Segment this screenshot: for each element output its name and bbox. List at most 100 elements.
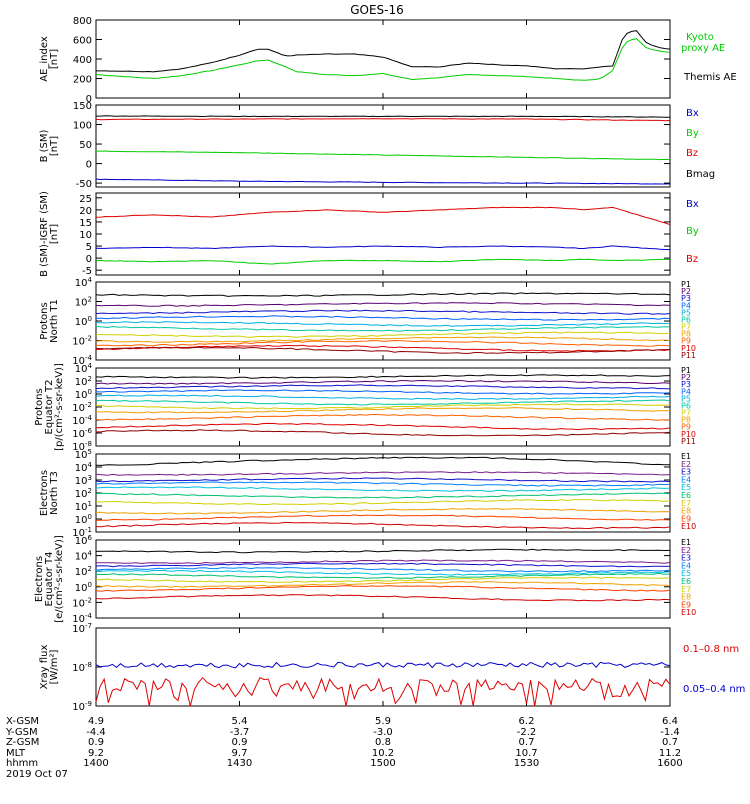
- y-tick-label: 50: [79, 140, 92, 151]
- y-axis-label: [p/(cm²-s-sr-keV)]: [54, 363, 65, 451]
- ephemeris-value: 0.8: [375, 737, 391, 748]
- legend-label-e6: E6: [681, 577, 691, 586]
- series-line-e9: [95, 585, 671, 592]
- ephemeris-label-4: hhmm: [6, 758, 38, 769]
- y-tick-label: 102: [75, 565, 92, 578]
- ephemeris-value: 5.4: [232, 716, 248, 727]
- series-line-bx: [95, 178, 671, 185]
- ephemeris-value: 10.2: [372, 748, 394, 759]
- y-tick-label: 10: [79, 230, 92, 241]
- series-line-e10: [95, 594, 671, 602]
- legend-label-e4: E4: [681, 475, 691, 484]
- y-axis-label: Xray flux: [39, 645, 50, 690]
- panel-frame-6: [95, 453, 671, 533]
- y-axis-label: North T3: [49, 471, 60, 515]
- legend-label-p10: P10: [681, 344, 696, 353]
- series-line-p8: [95, 407, 671, 414]
- y-tick-label: 100: [75, 581, 92, 594]
- series-line-p10: [96, 344, 671, 352]
- ephemeris-value: -3.0: [373, 727, 393, 738]
- legend-xray-short: 0.05–0.4 nm: [683, 684, 745, 695]
- legend-label-e1: E1: [681, 452, 691, 461]
- plot-title: GOES-16: [350, 3, 404, 17]
- ephemeris-value: 1500: [370, 758, 395, 769]
- y-axis-label: Electrons: [34, 556, 45, 602]
- y-tick-label: 10-4: [72, 612, 92, 625]
- ephemeris-value: 6.2: [519, 716, 535, 727]
- y-axis-label: Equator T2: [44, 380, 55, 435]
- series-line-e5: [95, 486, 671, 492]
- series-line-p8: [95, 336, 671, 343]
- legend-label-p4: P4: [681, 387, 691, 396]
- legend-label-p3: P3: [681, 380, 691, 389]
- ephemeris-value: 0.9: [232, 737, 248, 748]
- series-line-p2: [95, 379, 671, 385]
- y-tick-label: 400: [73, 55, 92, 66]
- y-tick-label: 10-1: [72, 526, 92, 539]
- series-line-by: [96, 150, 671, 161]
- series-line-p7: [95, 403, 671, 410]
- y-axis-label: Protons: [34, 388, 45, 425]
- y-tick-label: 100: [75, 315, 92, 328]
- legend-label-p9: P9: [681, 337, 691, 346]
- series-line-bmag: [96, 115, 671, 118]
- series-line-p3: [95, 309, 671, 315]
- legend-label-p4: P4: [681, 301, 691, 310]
- legend-label-p2: P2: [681, 373, 691, 382]
- ephemeris-value: 4.9: [88, 716, 104, 727]
- legend-bigrf-bz: Bz: [686, 254, 698, 265]
- series-line-p5: [95, 321, 670, 327]
- legend-kyoto-line1: Kyoto: [686, 32, 714, 43]
- y-axis-label: [W/m²]: [49, 649, 60, 684]
- legend-bsm-bz: Bz: [686, 148, 698, 159]
- series-line-e7: [95, 576, 671, 583]
- legend-bsm-bmag: Bmag: [686, 169, 715, 180]
- y-tick-label: -50: [76, 179, 92, 190]
- y-tick-label: 10-2: [72, 596, 92, 609]
- y-tick-label: 100: [75, 513, 92, 526]
- y-tick-label: 0: [86, 160, 92, 171]
- legend-bsm-bx: Bx: [686, 108, 699, 119]
- ephemeris-value: 10.7: [515, 748, 537, 759]
- y-tick-label: 104: [75, 550, 93, 563]
- series-line-e1: [95, 456, 670, 466]
- legend-label-e5: E5: [681, 483, 691, 492]
- y-tick-label: 10-8: [72, 661, 92, 674]
- y-tick-label: 10-4: [72, 414, 92, 427]
- series-line-p4: [95, 389, 671, 395]
- legend-label-p5: P5: [681, 308, 691, 317]
- legend-label-p10: P10: [681, 430, 696, 439]
- legend-label-e9: E9: [681, 514, 691, 523]
- series-line-p1: [95, 292, 671, 297]
- ephemeris-value: 1400: [83, 758, 108, 769]
- series-line-p9: [95, 414, 671, 421]
- y-axis-label: Protons: [39, 302, 50, 339]
- series-line-kyoto-proxy-ae: [95, 38, 671, 81]
- legend-label-p7: P7: [681, 323, 691, 332]
- series-line-p7: [95, 331, 671, 338]
- series-line-e6: [95, 572, 671, 579]
- legend-label-e7: E7: [681, 499, 691, 508]
- ephemeris-label-1: Y-GSM: [5, 727, 38, 738]
- panel-frame-2: [95, 104, 671, 188]
- y-axis-label: Equator T4: [44, 552, 55, 607]
- series-line-e8: [95, 507, 671, 515]
- y-axis-label: [nT]: [49, 49, 60, 69]
- series-line-e9: [95, 514, 671, 521]
- legend-label-e9: E9: [681, 600, 691, 609]
- y-tick-label: 10-4: [72, 354, 92, 367]
- y-tick-label: 15: [79, 218, 92, 229]
- y-axis-label: Electrons: [39, 470, 50, 516]
- ephemeris-value: 0.9: [88, 737, 104, 748]
- legend-label-p5: P5: [681, 394, 691, 403]
- legend-label-p6: P6: [681, 315, 691, 324]
- y-tick-label: 10-8: [72, 440, 92, 453]
- legend-bsm-by: By: [686, 128, 699, 139]
- legend-label-e2: E2: [681, 546, 691, 555]
- y-tick-label: 104: [75, 276, 93, 289]
- y-tick-label: 100: [73, 121, 92, 132]
- ephemeris-value: 0.7: [662, 737, 678, 748]
- panel-frame-1: [95, 19, 671, 99]
- legend-label-e3: E3: [681, 554, 691, 563]
- ephemeris-value: -2.2: [517, 727, 537, 738]
